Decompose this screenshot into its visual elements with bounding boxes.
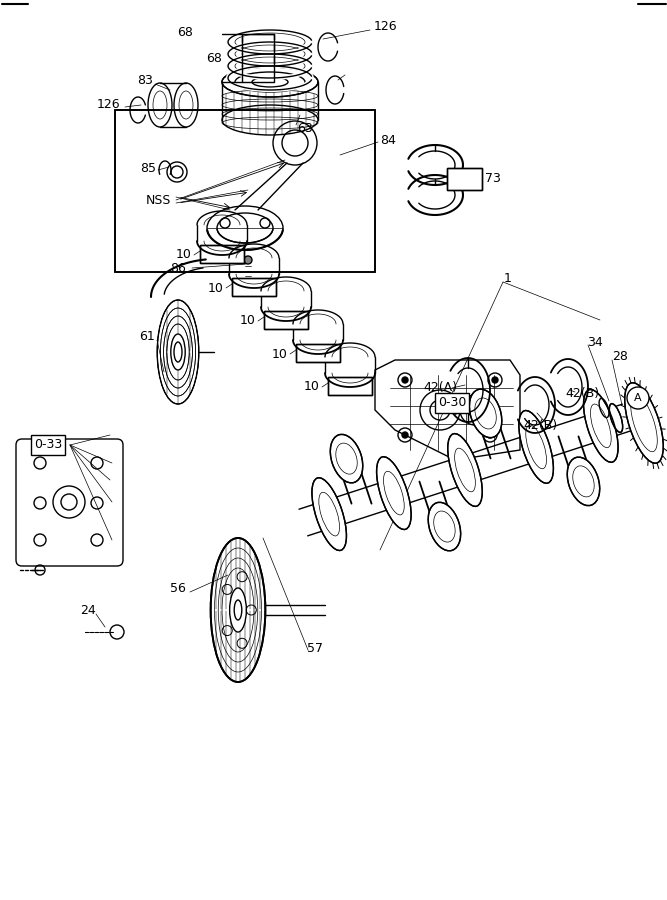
Text: 28: 28 [612,350,628,364]
Ellipse shape [625,382,663,464]
Text: 68: 68 [206,51,222,65]
Text: 34: 34 [587,336,603,348]
Ellipse shape [448,434,482,507]
Bar [115,110,375,272]
Ellipse shape [163,316,192,388]
Text: 10: 10 [176,248,192,262]
Bar [447,168,482,190]
Ellipse shape [222,568,254,652]
Text: NSS: NSS [145,194,171,206]
Polygon shape [375,360,520,460]
Ellipse shape [519,410,554,483]
Ellipse shape [584,390,618,463]
Circle shape [492,377,498,383]
Ellipse shape [428,502,461,551]
Circle shape [627,387,649,409]
Text: 1: 1 [504,272,512,284]
Text: 126: 126 [374,21,397,33]
Bar [264,311,308,329]
Circle shape [402,432,408,438]
Ellipse shape [211,538,265,682]
Bar [242,34,274,82]
Text: 10: 10 [304,381,320,393]
Text: 57: 57 [307,642,323,654]
Bar [232,278,276,296]
FancyBboxPatch shape [16,439,123,566]
Text: 63: 63 [297,122,313,134]
Ellipse shape [610,404,622,432]
Text: 42(B): 42(B) [523,419,557,433]
Text: 83: 83 [137,74,153,86]
Bar [447,168,482,190]
Ellipse shape [167,324,189,380]
Ellipse shape [377,456,411,529]
Text: 0-33: 0-33 [34,438,62,452]
Bar [200,245,244,263]
Bar [296,344,340,362]
Text: 61: 61 [139,330,155,344]
Circle shape [244,256,252,264]
Text: 73: 73 [485,173,501,185]
Bar [200,245,244,263]
Text: 56: 56 [170,581,186,595]
Text: 84: 84 [380,133,396,147]
Bar [328,377,372,395]
Circle shape [487,432,493,438]
Ellipse shape [160,308,195,396]
Ellipse shape [157,300,199,404]
Text: 10: 10 [272,347,288,361]
Text: 42(B): 42(B) [565,386,599,400]
Ellipse shape [222,67,318,97]
Ellipse shape [214,548,261,672]
Text: 86: 86 [170,262,186,274]
Bar [242,34,274,82]
Ellipse shape [567,457,600,506]
Bar [296,344,340,362]
Ellipse shape [330,435,363,482]
Bar [115,110,375,272]
Text: 24: 24 [80,604,96,617]
Text: 10: 10 [208,282,224,294]
Text: 0-30: 0-30 [438,397,466,410]
Text: 85: 85 [140,161,156,175]
Ellipse shape [218,558,257,662]
Ellipse shape [470,389,502,437]
Circle shape [402,377,408,383]
Text: A: A [634,393,642,403]
Ellipse shape [211,538,265,682]
Text: 68: 68 [177,25,193,39]
Text: 126: 126 [96,98,120,112]
Text: 42(A): 42(A) [423,382,457,394]
Ellipse shape [312,478,346,551]
Bar [264,311,308,329]
Bar [232,278,276,296]
Text: 10: 10 [240,314,256,328]
Bar [328,377,372,395]
